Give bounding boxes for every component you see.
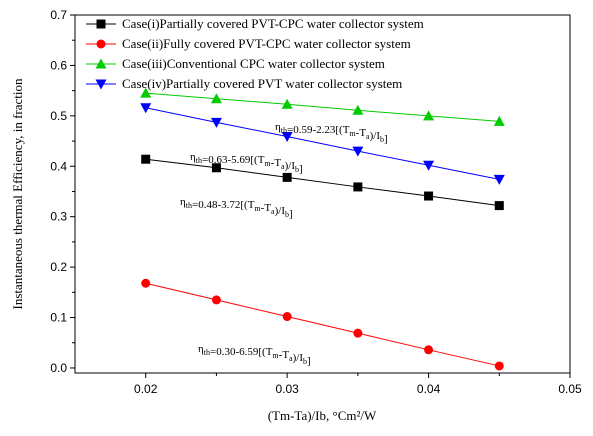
data-point bbox=[424, 191, 434, 201]
plot-area bbox=[74, 14, 571, 374]
data-point bbox=[494, 361, 504, 371]
data-point bbox=[353, 182, 363, 192]
equation-label: ηth=0.59-2.23[(Tm-Ta)/Ib] bbox=[275, 121, 388, 145]
legend: Case(i)Partially covered PVT-CPC water c… bbox=[86, 16, 424, 91]
data-point bbox=[493, 115, 505, 126]
equation-annotations: ηth=0.59-2.23[(Tm-Ta)/Ib] ηth=0.63-5.69[(… bbox=[180, 121, 388, 367]
y-tick-label: 0.2 bbox=[50, 260, 67, 274]
data-point bbox=[210, 93, 222, 104]
y-axis-title: Instantaneous thermal Efficiency, in fra… bbox=[10, 78, 25, 310]
y-tick-label: 0.5 bbox=[50, 109, 67, 123]
y-tick-label: 0.3 bbox=[50, 210, 67, 224]
data-point bbox=[281, 132, 293, 143]
series-line bbox=[145, 158, 500, 207]
legend-label: Case(iii)Conventional CPC water collecto… bbox=[122, 56, 385, 71]
data-point bbox=[352, 146, 364, 157]
equation-label: ηth=0.48-3.72[(Tm-Ta)/Ib] bbox=[180, 196, 293, 220]
y-tick-label: 0.7 bbox=[50, 8, 67, 22]
data-point bbox=[423, 160, 435, 171]
data-point bbox=[141, 278, 151, 288]
series-layer bbox=[140, 87, 505, 371]
data-point bbox=[423, 110, 435, 121]
series-1 bbox=[141, 154, 504, 211]
equation-label: ηth=0.30-6.59[(Tm-Ta)/Ib] bbox=[198, 343, 311, 367]
series-line bbox=[145, 92, 500, 122]
data-point bbox=[281, 98, 293, 109]
equation-label: ηth=0.63-5.69[(Tm-Ta)/Ib] bbox=[190, 151, 303, 175]
series-3 bbox=[140, 87, 505, 126]
legend-item-3: Case(iii)Conventional CPC water collecto… bbox=[86, 56, 385, 71]
legend-label: Case(iv)Partially covered PVT water coll… bbox=[122, 76, 402, 91]
data-point bbox=[210, 117, 222, 128]
y-tick-label: 0.6 bbox=[50, 58, 67, 72]
data-point bbox=[140, 87, 152, 98]
x-tick-label: 0.04 bbox=[417, 382, 441, 396]
legend-item-4: Case(iv)Partially covered PVT water coll… bbox=[86, 76, 402, 91]
data-point bbox=[353, 328, 363, 338]
data-point bbox=[282, 312, 292, 322]
legend-item-2: Case(ii)Fully covered PVT-CPC water coll… bbox=[86, 36, 411, 51]
x-tick-label: 0.05 bbox=[558, 382, 582, 396]
legend-marker bbox=[96, 19, 106, 29]
legend-marker bbox=[95, 79, 107, 90]
series-4 bbox=[140, 103, 505, 185]
data-point bbox=[211, 295, 221, 305]
data-point bbox=[493, 174, 505, 185]
legend-marker bbox=[96, 39, 106, 49]
legend-label: Case(ii)Fully covered PVT-CPC water coll… bbox=[122, 36, 411, 51]
x-tick-label: 0.02 bbox=[134, 382, 158, 396]
data-point bbox=[424, 345, 434, 355]
data-point bbox=[352, 104, 364, 115]
data-point bbox=[140, 103, 152, 114]
data-point bbox=[211, 163, 221, 173]
legend-item-1: Case(i)Partially covered PVT-CPC water c… bbox=[86, 16, 424, 31]
series-2 bbox=[141, 278, 504, 371]
series-line bbox=[145, 107, 500, 180]
y-tick-label: 0.4 bbox=[50, 159, 67, 173]
x-tick-label: 0.03 bbox=[275, 382, 299, 396]
data-point bbox=[141, 154, 151, 164]
legend-label: Case(i)Partially covered PVT-CPC water c… bbox=[122, 16, 424, 31]
y-tick-label: 0.1 bbox=[50, 311, 67, 325]
data-point bbox=[494, 201, 504, 211]
x-axis-title: (Tm-Ta)/Ib, °Cm²/W bbox=[268, 408, 377, 423]
data-point bbox=[282, 172, 292, 182]
y-tick-label: 0.0 bbox=[50, 361, 67, 375]
legend-marker bbox=[95, 58, 107, 69]
axis-ticks: 0.0 0.1 0.2 0.3 0.4 0.5 0.6 0.7 0.02 0.03 0.04 0.05 bbox=[50, 8, 582, 396]
series-line bbox=[145, 282, 500, 367]
